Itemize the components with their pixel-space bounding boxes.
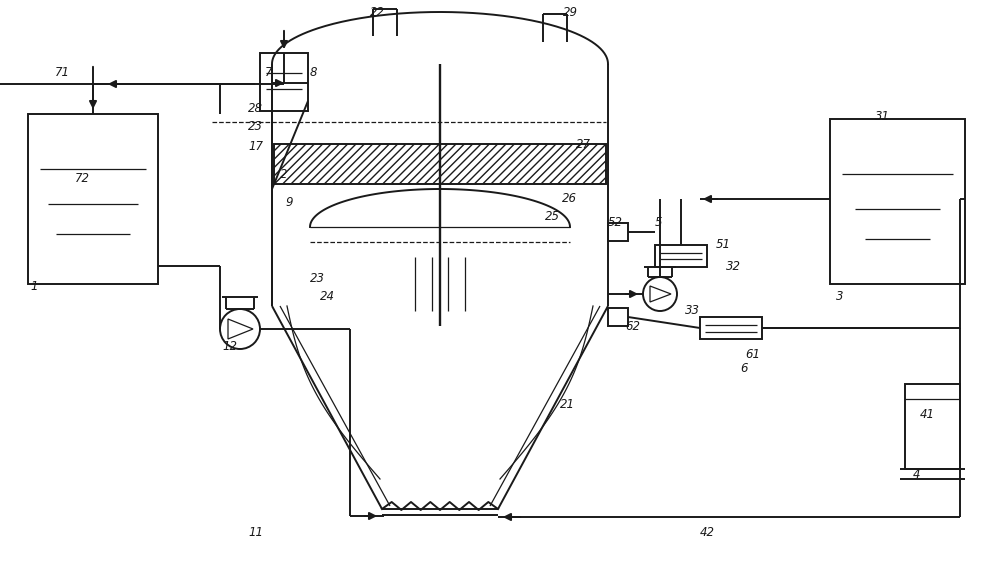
- Text: 24: 24: [320, 289, 335, 302]
- Text: 23: 23: [248, 121, 263, 134]
- Text: 62: 62: [625, 320, 640, 332]
- Text: 9: 9: [285, 196, 292, 208]
- Text: 2: 2: [280, 168, 288, 180]
- Text: 3: 3: [836, 289, 844, 302]
- Text: 25: 25: [545, 210, 560, 223]
- Text: 33: 33: [685, 304, 700, 316]
- Text: 1: 1: [30, 280, 38, 293]
- Bar: [905, 384, 960, 469]
- Text: 7: 7: [265, 65, 272, 79]
- Text: 23: 23: [310, 273, 325, 285]
- Text: 31: 31: [875, 110, 890, 122]
- Text: 61: 61: [745, 347, 760, 360]
- Text: 6: 6: [740, 363, 748, 375]
- Text: 51: 51: [716, 238, 731, 250]
- Text: 21: 21: [560, 398, 575, 410]
- Text: 72: 72: [75, 173, 90, 185]
- Bar: [28, 114, 158, 284]
- Text: 28: 28: [248, 103, 263, 115]
- Text: 8: 8: [310, 65, 318, 79]
- Text: 71: 71: [55, 65, 70, 79]
- Text: 5: 5: [655, 215, 662, 228]
- Text: 12: 12: [222, 339, 237, 352]
- Text: 17: 17: [248, 139, 263, 153]
- Text: 41: 41: [920, 408, 935, 421]
- Bar: [655, 245, 707, 267]
- Polygon shape: [228, 319, 253, 339]
- Text: 4: 4: [913, 467, 920, 480]
- Bar: [274, 144, 606, 184]
- Text: 26: 26: [562, 192, 577, 205]
- Text: 29: 29: [563, 6, 578, 18]
- Text: 22: 22: [370, 6, 385, 18]
- Polygon shape: [650, 286, 671, 302]
- Text: 11: 11: [248, 526, 263, 538]
- Bar: [608, 308, 628, 326]
- Text: 42: 42: [700, 526, 715, 538]
- Bar: [830, 119, 965, 284]
- Text: 27: 27: [576, 138, 591, 150]
- Bar: [260, 53, 308, 111]
- Text: 52: 52: [608, 215, 623, 228]
- Bar: [608, 223, 628, 241]
- Text: 32: 32: [726, 259, 741, 273]
- Bar: [700, 317, 762, 339]
